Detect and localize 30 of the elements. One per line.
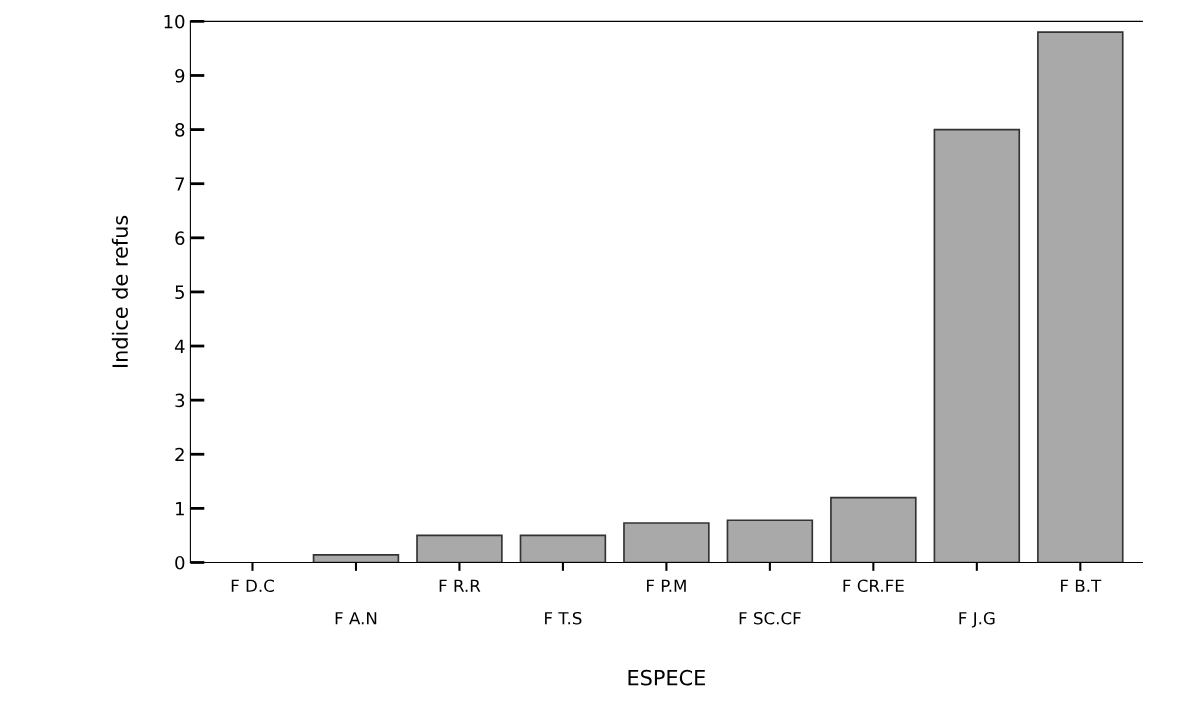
x-tick-label: F D.C — [231, 579, 274, 593]
bar — [726, 519, 814, 563]
y-tick-label: 3 — [175, 393, 185, 408]
bar — [312, 554, 400, 563]
y-tick-label: 8 — [175, 123, 185, 137]
x-tick-label: F J.G — [959, 611, 995, 628]
y-tick-label: 5 — [175, 285, 184, 300]
y-tick-label: 4 — [174, 339, 185, 353]
x-tick-label: F CR.FE — [843, 579, 904, 593]
y-tick-label: 6 — [175, 231, 185, 245]
x-axis-title: ESPECE — [628, 669, 705, 686]
bar — [519, 534, 607, 563]
x-tick-label: F T.S — [545, 611, 582, 625]
y-tick-label: 0 — [175, 555, 185, 570]
y-tick-label: 2 — [175, 447, 184, 462]
x-tick-label: F P.M — [647, 579, 686, 592]
y-tick-label: 7 — [175, 177, 184, 191]
y-tick-label: 1 — [176, 502, 184, 516]
x-tick-label: F SC.CF — [739, 611, 801, 625]
x-tick-label: F A.N — [335, 612, 377, 625]
y-tick-label: 10 — [164, 14, 185, 29]
bar — [933, 128, 1021, 563]
y-tick-label: 9 — [175, 68, 185, 83]
x-tick-label: F R.R — [439, 579, 481, 592]
bar — [623, 522, 710, 563]
bar — [416, 534, 503, 563]
x-tick-label: F B.T — [1061, 579, 1102, 592]
y-axis-title: Indice de refus — [111, 215, 128, 367]
bar — [1037, 31, 1124, 563]
bar — [830, 496, 917, 563]
